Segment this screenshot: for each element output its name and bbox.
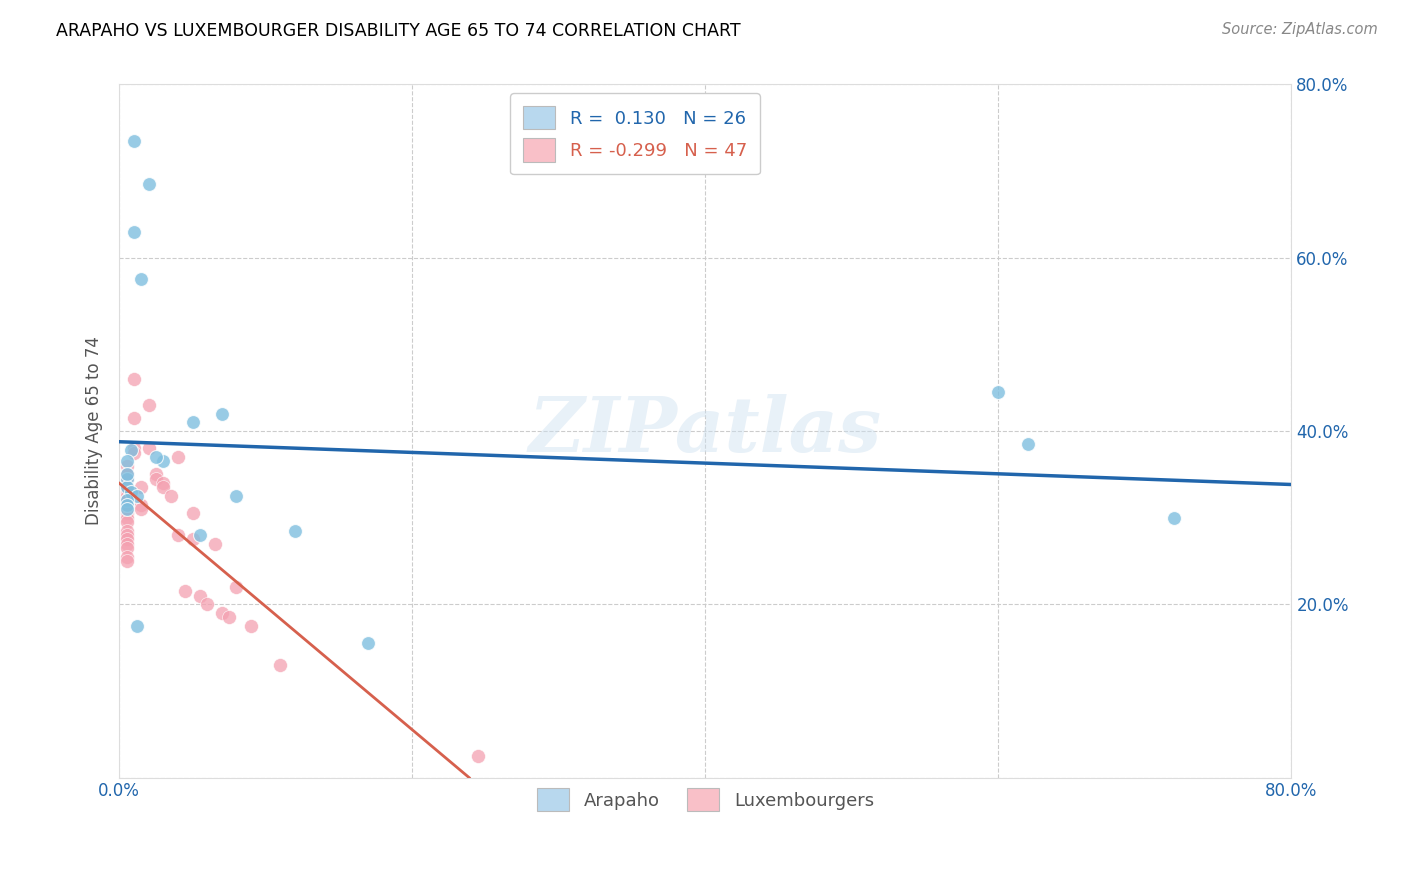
Point bbox=[115, 524, 138, 538]
Point bbox=[125, 619, 148, 633]
Point bbox=[284, 524, 307, 538]
Text: ZIPatlas: ZIPatlas bbox=[529, 394, 882, 468]
Point bbox=[240, 619, 263, 633]
Point bbox=[145, 450, 167, 464]
Point bbox=[218, 610, 240, 624]
Point bbox=[211, 606, 233, 620]
Point bbox=[152, 454, 174, 468]
Point bbox=[115, 510, 138, 524]
Point bbox=[115, 458, 138, 473]
Point bbox=[152, 480, 174, 494]
Point bbox=[269, 657, 291, 672]
Point bbox=[181, 533, 204, 547]
Point bbox=[195, 597, 218, 611]
Point bbox=[115, 480, 138, 494]
Point bbox=[115, 484, 138, 499]
Point bbox=[152, 475, 174, 490]
Point bbox=[1017, 437, 1039, 451]
Point bbox=[115, 502, 138, 516]
Point bbox=[122, 225, 145, 239]
Point bbox=[115, 467, 138, 482]
Point bbox=[211, 407, 233, 421]
Point bbox=[122, 372, 145, 386]
Point bbox=[120, 443, 142, 458]
Point bbox=[225, 489, 247, 503]
Point bbox=[225, 580, 247, 594]
Point bbox=[467, 748, 489, 763]
Point bbox=[129, 498, 152, 512]
Point bbox=[115, 541, 138, 555]
Point bbox=[115, 454, 138, 468]
Point bbox=[115, 528, 138, 542]
Text: Source: ZipAtlas.com: Source: ZipAtlas.com bbox=[1222, 22, 1378, 37]
Point bbox=[120, 484, 142, 499]
Point bbox=[115, 467, 138, 482]
Point bbox=[115, 480, 138, 494]
Point bbox=[145, 472, 167, 486]
Point bbox=[115, 533, 138, 547]
Point bbox=[115, 515, 138, 529]
Point bbox=[115, 493, 138, 508]
Point bbox=[122, 134, 145, 148]
Point bbox=[115, 506, 138, 520]
Point bbox=[138, 442, 160, 456]
Point bbox=[122, 442, 145, 456]
Point bbox=[122, 445, 145, 459]
Point bbox=[145, 467, 167, 482]
Point bbox=[174, 584, 197, 599]
Point bbox=[122, 411, 145, 425]
Point bbox=[115, 554, 138, 568]
Point bbox=[1163, 510, 1185, 524]
Legend: Arapaho, Luxembourgers: Arapaho, Luxembourgers bbox=[524, 775, 887, 824]
Point bbox=[181, 506, 204, 520]
Point bbox=[167, 528, 190, 542]
Point bbox=[167, 450, 190, 464]
Point bbox=[115, 489, 138, 503]
Point bbox=[115, 498, 138, 512]
Point bbox=[129, 502, 152, 516]
Point bbox=[987, 384, 1010, 399]
Point bbox=[125, 489, 148, 503]
Point bbox=[115, 498, 138, 512]
Point bbox=[188, 528, 211, 542]
Point bbox=[129, 480, 152, 494]
Point bbox=[115, 502, 138, 516]
Point bbox=[204, 536, 226, 550]
Point bbox=[138, 398, 160, 412]
Point bbox=[115, 472, 138, 486]
Text: ARAPAHO VS LUXEMBOURGER DISABILITY AGE 65 TO 74 CORRELATION CHART: ARAPAHO VS LUXEMBOURGER DISABILITY AGE 6… bbox=[56, 22, 741, 40]
Point bbox=[115, 472, 138, 486]
Point bbox=[159, 489, 181, 503]
Point bbox=[129, 272, 152, 286]
Point bbox=[188, 589, 211, 603]
Point bbox=[115, 549, 138, 564]
Point bbox=[181, 415, 204, 429]
Point bbox=[115, 493, 138, 508]
Y-axis label: Disability Age 65 to 74: Disability Age 65 to 74 bbox=[86, 336, 103, 525]
Point bbox=[357, 636, 380, 650]
Point bbox=[115, 536, 138, 550]
Point bbox=[138, 177, 160, 191]
